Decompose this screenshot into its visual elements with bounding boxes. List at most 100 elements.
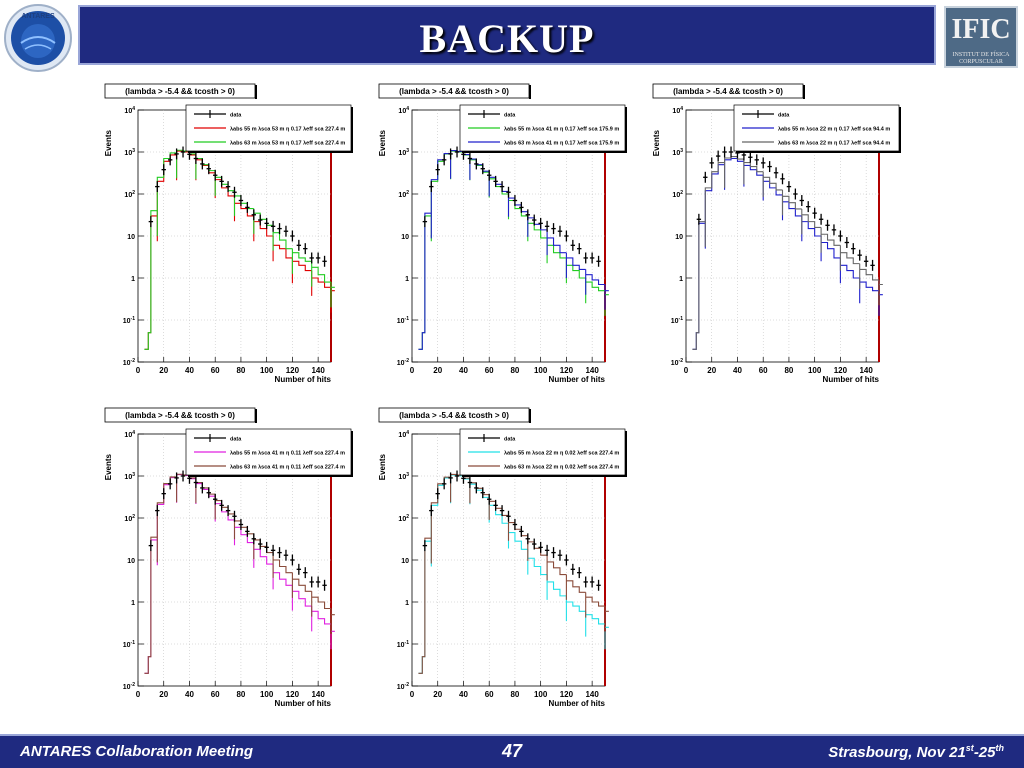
data-point: [570, 239, 576, 251]
data-point: [564, 554, 569, 566]
slide-footer: ANTARES Collaboration Meeting 47 Strasbo…: [0, 734, 1024, 768]
footer-location-date: Strasbourg, Nov 21st-25th: [828, 743, 1004, 761]
data-point: [270, 544, 276, 556]
data-point: [454, 470, 460, 482]
y-tick-label: 10-1: [123, 640, 135, 649]
x-tick-label: 20: [433, 690, 442, 699]
plot-title: (lambda > -5.4 && tcosth > 0): [125, 87, 235, 96]
data-point: [167, 154, 173, 166]
data-point: [155, 181, 160, 193]
y-axis-label: Events: [652, 129, 661, 156]
y-tick-label: 10: [401, 558, 409, 565]
data-point: [251, 533, 256, 545]
x-tick-label: 140: [859, 366, 873, 375]
data-point: [283, 225, 289, 237]
plot-title-box-shadow: [255, 85, 257, 99]
data-point: [206, 163, 211, 175]
x-tick-label: 40: [185, 366, 194, 375]
data-point: [493, 499, 498, 511]
data-point: [748, 151, 753, 163]
data-point: [290, 230, 295, 242]
x-tick-label: 40: [733, 366, 742, 375]
ific-logo-subtitle: INSTITUT DE FÍSICA CORPUSCULAR: [946, 52, 1016, 66]
y-tick-label: 103: [398, 148, 409, 157]
data-point: [232, 510, 237, 522]
y-tick-label: 10-1: [671, 316, 683, 325]
data-point: [870, 259, 875, 271]
y-tick-label: 1: [405, 600, 409, 607]
data-point: [174, 148, 179, 160]
data-point: [422, 216, 428, 228]
data-point: [277, 547, 282, 559]
legend-label: λabs 63 m λsca 41 m η 0.17 λeff sca 175.…: [504, 141, 619, 147]
data-point: [296, 239, 302, 251]
data-point: [696, 213, 702, 225]
data-point: [148, 540, 154, 552]
footer-date-mid: -25: [973, 744, 996, 761]
data-point: [448, 472, 453, 484]
data-point: [180, 470, 186, 482]
page-number: 47: [501, 741, 523, 761]
x-tick-label: 60: [211, 690, 220, 699]
data-point: [709, 157, 714, 169]
data-point: [238, 195, 244, 206]
data-point: [251, 209, 256, 221]
data-point: [258, 214, 263, 226]
y-tick-label: 1: [679, 276, 683, 283]
y-tick-label: 102: [398, 190, 409, 199]
x-tick-label: 0: [410, 366, 415, 375]
x-tick-label: 140: [311, 366, 325, 375]
data-point: [544, 220, 550, 232]
data-point: [512, 195, 518, 206]
data-point: [232, 186, 237, 198]
data-point: [525, 533, 530, 545]
x-tick-label: 40: [459, 366, 468, 375]
data-point: [506, 510, 511, 522]
plot-title-box-shadow: [803, 85, 805, 99]
legend-label: λabs 55 m λsca 41 m η 0.11 λeff sca 227.…: [230, 451, 345, 457]
y-tick-label: 103: [124, 148, 135, 157]
x-tick-label: 20: [159, 690, 168, 699]
y-tick-label: 10-2: [397, 682, 409, 691]
data-point: [596, 255, 601, 267]
legend-label: data: [504, 437, 516, 443]
histogram-plot-4: 0 20 40 60 80 100 120 140 10-2 10-1 1 10 102 103 104 (l…: [104, 407, 353, 708]
y-tick-label: 10-1: [397, 640, 409, 649]
x-axis-label: Number of hits: [549, 699, 606, 708]
data-point: [448, 148, 453, 160]
data-point: [812, 207, 817, 219]
legend-label: λabs 55 m λsca 22 m η 0.02 λeff sca 227.…: [504, 451, 619, 457]
data-point: [429, 505, 434, 517]
y-tick-label: 104: [398, 106, 409, 115]
antares-logo-text: ANTARES: [21, 13, 55, 20]
data-point: [844, 237, 850, 248]
ific-subtitle-2: CORPUSCULAR: [959, 59, 1003, 65]
y-tick-label: 102: [124, 514, 135, 523]
y-tick-label: 10-1: [123, 316, 135, 325]
y-tick-label: 10-2: [123, 682, 135, 691]
x-tick-label: 40: [185, 690, 194, 699]
plot-title: (lambda > -5.4 && tcosth > 0): [399, 87, 509, 96]
y-tick-label: 10: [127, 234, 135, 241]
data-point: [296, 563, 302, 575]
x-tick-label: 120: [286, 690, 300, 699]
data-point: [577, 243, 582, 255]
x-tick-label: 0: [136, 690, 141, 699]
ific-logo-text: IFIC: [951, 14, 1011, 45]
data-point: [315, 252, 321, 264]
data-point: [838, 230, 843, 242]
footer-date-sup2: th: [995, 743, 1005, 753]
x-tick-label: 100: [534, 366, 548, 375]
y-tick-label: 103: [398, 472, 409, 481]
ific-subtitle-1: INSTITUT DE FÍSICA: [952, 52, 1010, 58]
x-tick-label: 20: [159, 366, 168, 375]
y-tick-label: 10: [401, 234, 409, 241]
legend-label: λabs 63 m λsca 53 m η 0.17 λeff sca 227.…: [230, 141, 345, 147]
data-point: [532, 214, 537, 226]
data-point: [303, 243, 308, 255]
y-tick-label: 103: [124, 472, 135, 481]
y-tick-label: 10-2: [397, 358, 409, 367]
x-tick-label: 0: [410, 690, 415, 699]
data-point: [429, 181, 434, 193]
y-axis-label: Events: [378, 129, 387, 156]
